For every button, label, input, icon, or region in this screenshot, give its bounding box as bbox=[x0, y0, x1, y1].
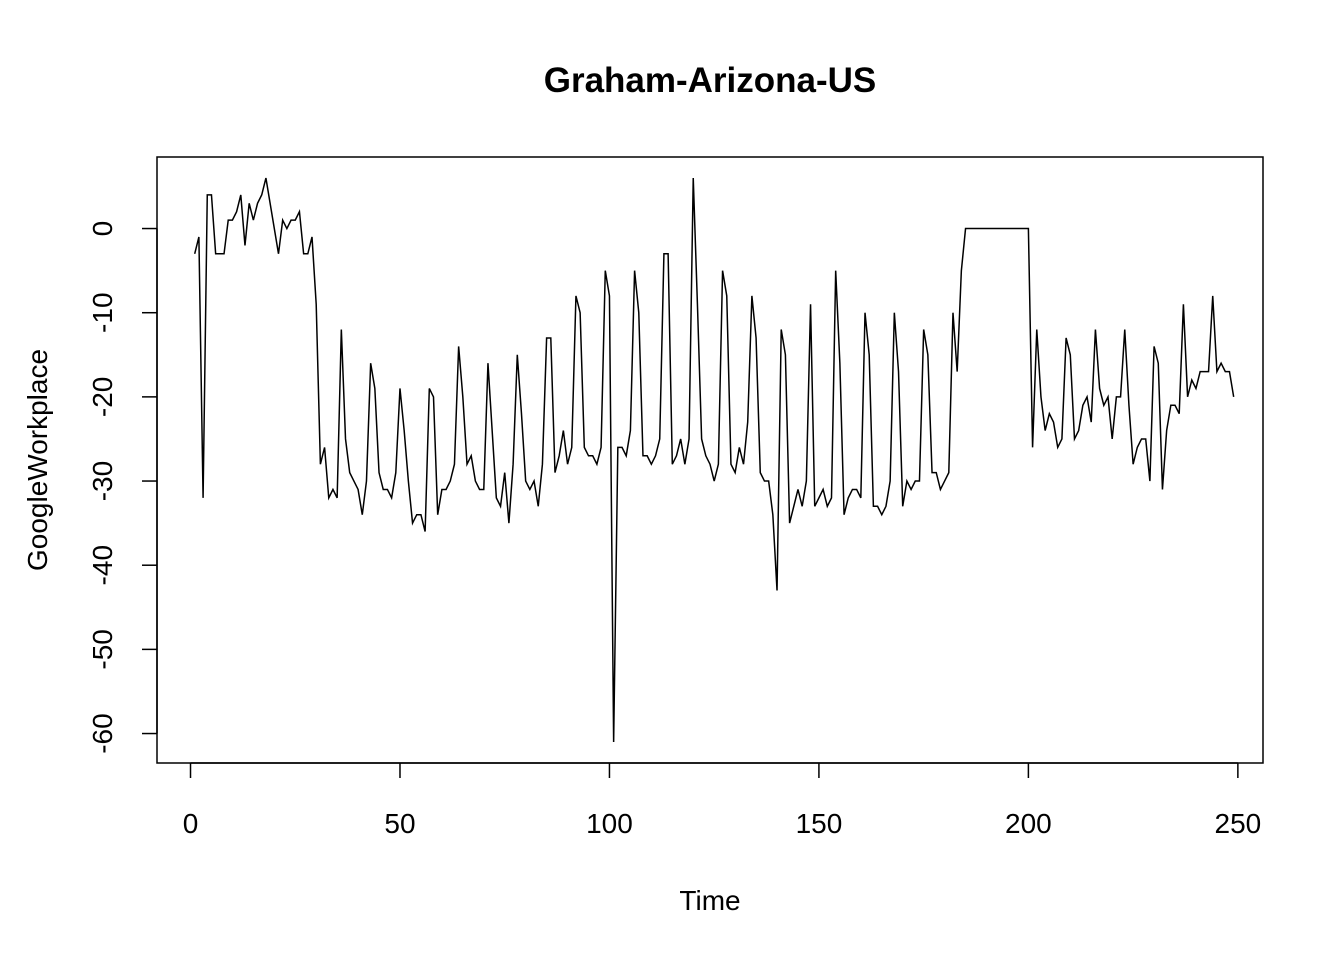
x-tick-label: 200 bbox=[1005, 808, 1052, 839]
y-tick-label: -50 bbox=[87, 629, 118, 669]
x-tick-label: 50 bbox=[384, 808, 415, 839]
x-tick-label: 150 bbox=[796, 808, 843, 839]
chart-title: Graham-Arizona-US bbox=[544, 61, 877, 100]
x-tick-label: 0 bbox=[183, 808, 199, 839]
y-tick-label: -60 bbox=[87, 713, 118, 753]
x-tick-label: 100 bbox=[586, 808, 633, 839]
y-axis-label: GoogleWorkplace bbox=[22, 349, 53, 571]
x-tick-label: 250 bbox=[1215, 808, 1262, 839]
y-tick-label: -20 bbox=[87, 377, 118, 417]
y-tick-label: -10 bbox=[87, 292, 118, 332]
series-line bbox=[193, 177, 1235, 742]
x-axis: 0 50 100 150 200 250 bbox=[183, 762, 1262, 839]
y-tick-label: 0 bbox=[87, 221, 118, 237]
plot-frame bbox=[156, 156, 1264, 764]
y-tick-label: -30 bbox=[87, 461, 118, 501]
y-axis: 0 -10 -20 -30 -40 -50 -60 bbox=[87, 221, 158, 754]
x-axis-label: Time bbox=[679, 885, 740, 916]
y-tick-label: -40 bbox=[87, 545, 118, 585]
